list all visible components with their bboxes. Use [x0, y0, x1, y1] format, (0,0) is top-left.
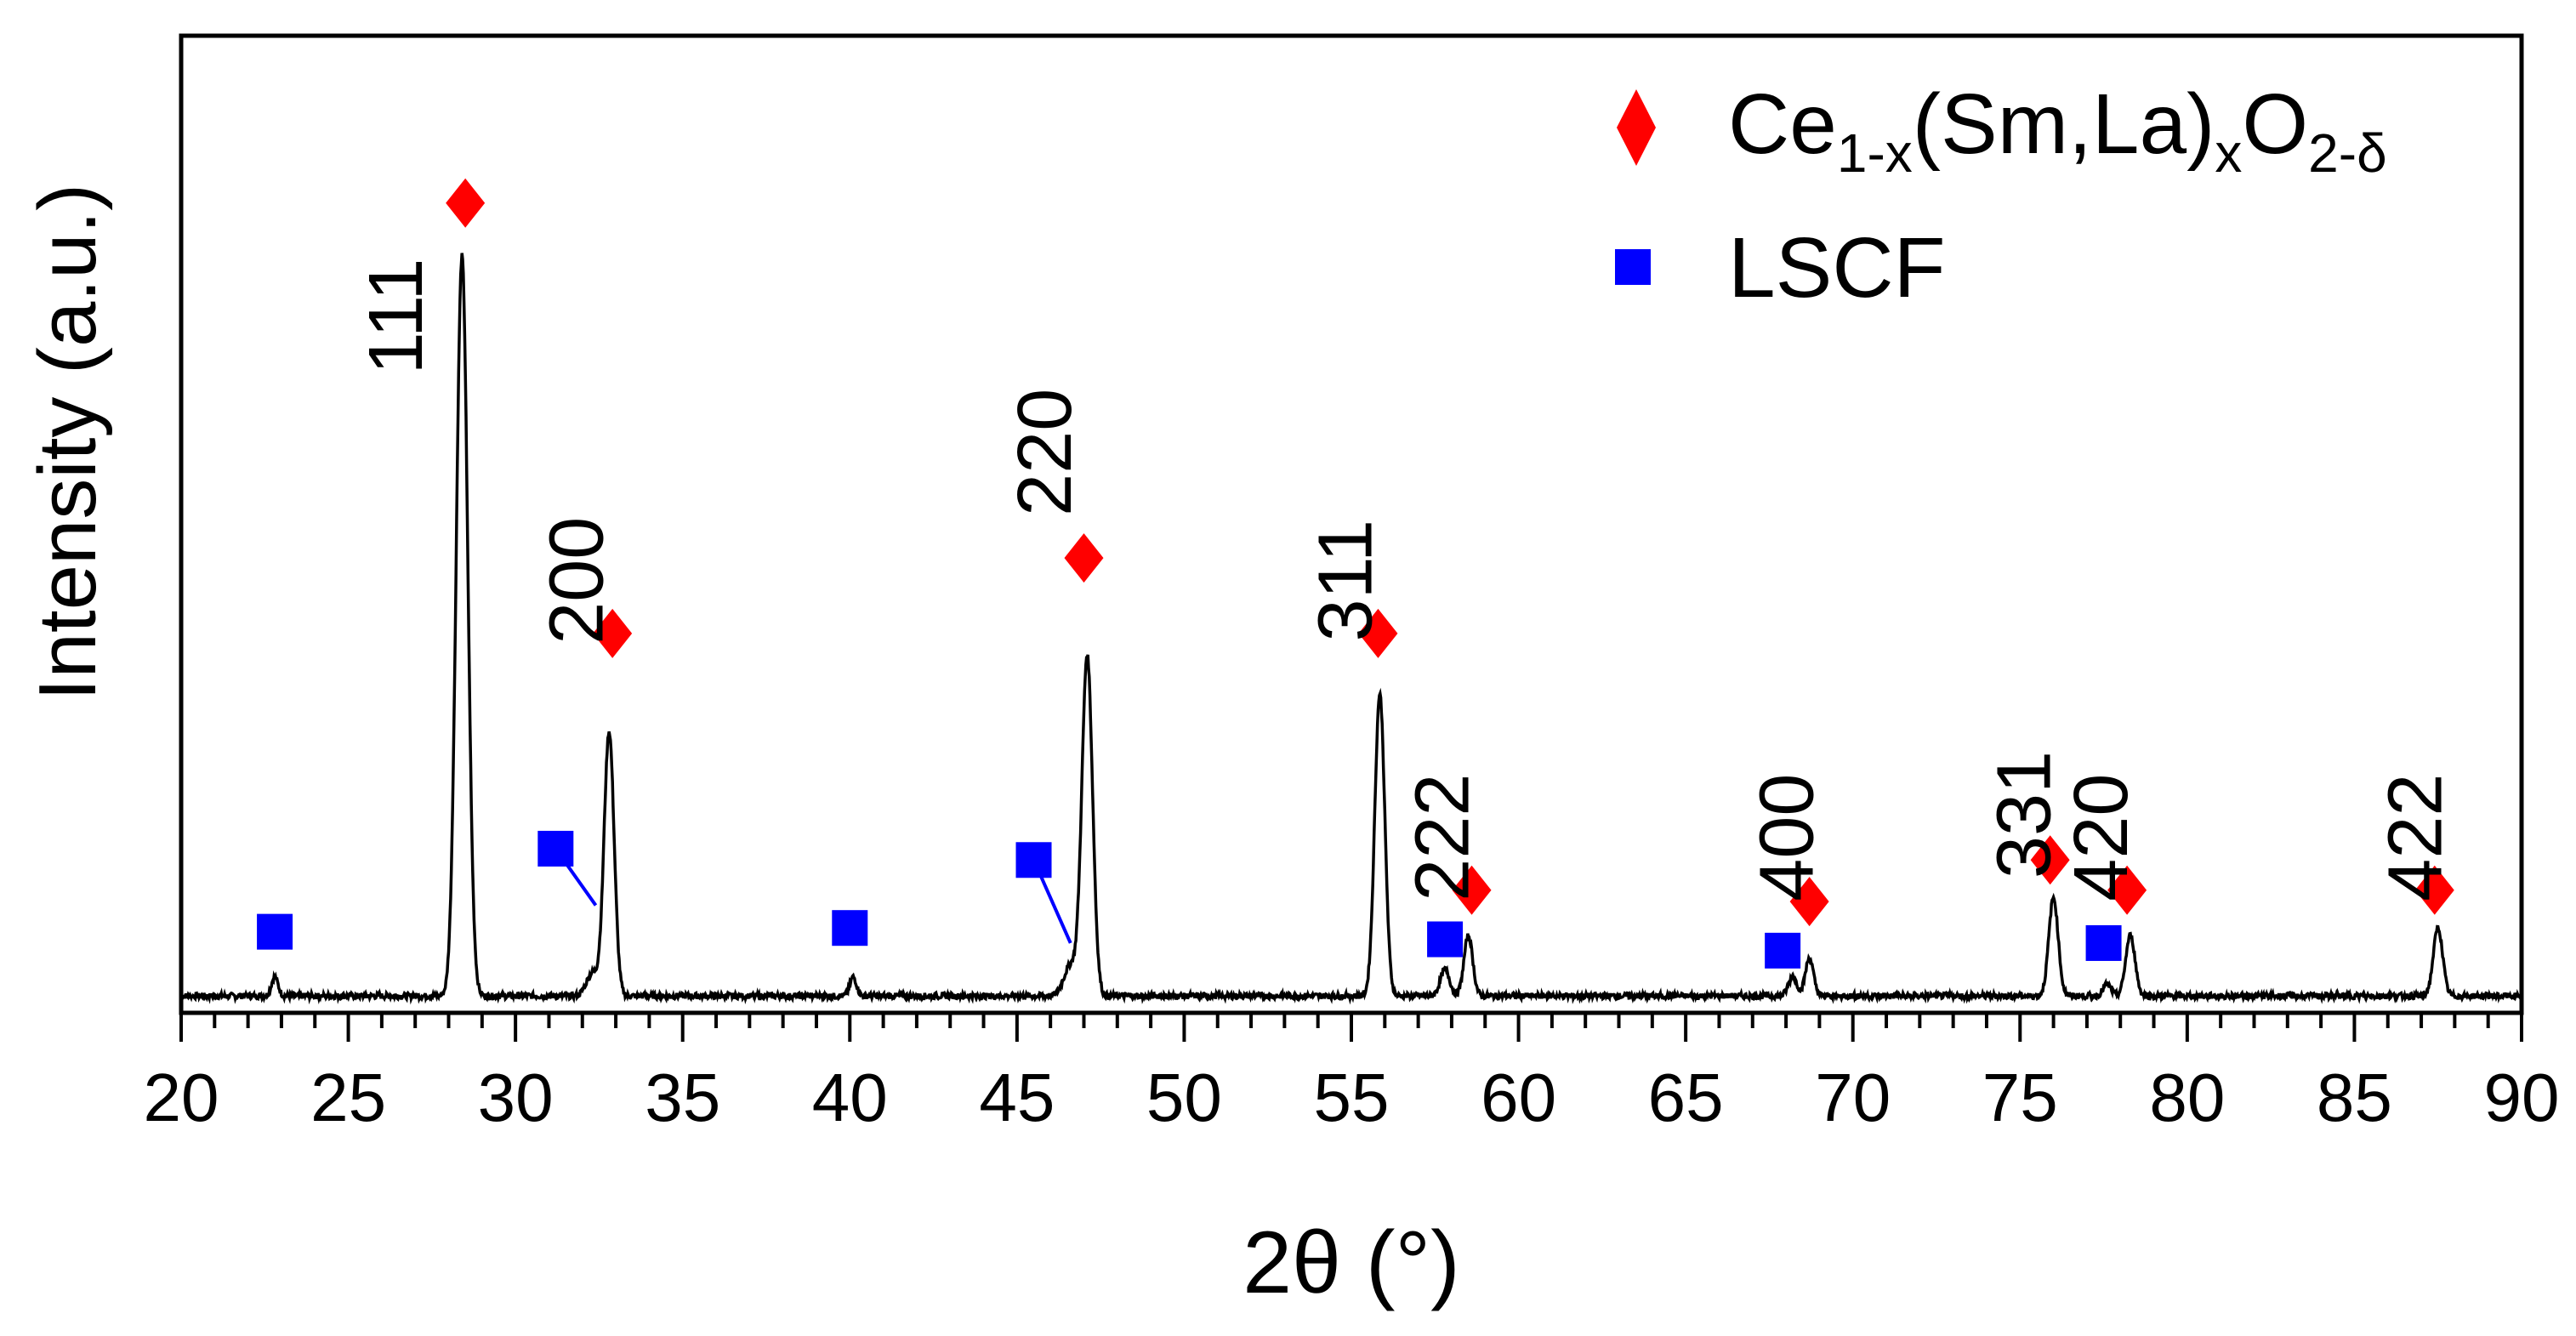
x-tick-label: 50 — [1146, 1060, 1222, 1135]
ceria-diamond-marker — [1789, 877, 1829, 927]
lscf-square-marker — [832, 910, 868, 947]
ceria-diamond-marker — [2414, 865, 2454, 915]
peak-label: 222 — [1401, 774, 1486, 901]
legend-ceria-mid2: O — [2242, 77, 2308, 172]
legend-ceria-sub1: 1-x — [1837, 122, 1913, 184]
x-axis-tick-labels: 20 25 30 35 40 45 50 55 60 65 70 75 80 85 90 — [144, 1060, 2560, 1135]
x-tick-label: 45 — [979, 1060, 1055, 1135]
x-tick-label: 35 — [645, 1060, 720, 1135]
x-tick-label: 40 — [812, 1060, 888, 1135]
peak-label: 331 — [1982, 751, 2067, 878]
ceria-diamond-marker — [593, 608, 633, 658]
series-layer — [180, 253, 2523, 1005]
peak-label: 220 — [1003, 389, 1088, 516]
legend-ceria-base: Ce — [1728, 77, 1837, 172]
ceria-diamond-marker — [1064, 533, 1104, 583]
lscf-square-marker — [2085, 924, 2122, 961]
peak-label: 420 — [2059, 774, 2144, 901]
peak-label: 422 — [2374, 774, 2459, 901]
y-axis-label: Intensity (a.u.) — [22, 184, 113, 701]
ceria-diamond-marker — [1452, 865, 1492, 915]
xrd-pattern-line — [180, 253, 2523, 1005]
x-tick-label: 90 — [2484, 1060, 2560, 1135]
lscf-square-marker — [1427, 921, 1464, 958]
ceria-diamond-marker — [2107, 865, 2147, 915]
lscf-leader-lines — [554, 847, 1072, 944]
peak-label: 400 — [1745, 774, 1830, 901]
x-tick-label: 65 — [1648, 1060, 1724, 1135]
x-tick-label: 60 — [1481, 1060, 1556, 1135]
lscf-square-marker — [1015, 842, 1052, 878]
ceria-diamond-marker — [446, 178, 486, 228]
legend-ceria-label: Ce1-x(Sm,La)xO2-δ — [1728, 77, 2387, 184]
lscf-square-marker — [537, 830, 574, 867]
x-tick-label: 55 — [1314, 1060, 1390, 1135]
legend-ceria-sub3: 2-δ — [2308, 122, 2387, 184]
x-tick-label: 30 — [478, 1060, 554, 1135]
ceria-diamond-marker — [2030, 835, 2070, 885]
x-tick-label: 25 — [310, 1060, 386, 1135]
phase-markers — [257, 178, 2454, 969]
legend-ceria-mid: (Sm,La) — [1913, 77, 2215, 172]
lscf-square-marker — [1765, 932, 1801, 969]
x-tick-label: 85 — [2317, 1060, 2392, 1135]
peak-label: 311 — [1304, 520, 1389, 641]
legend-diamond-marker — [1617, 89, 1656, 166]
ceria-diamond-marker — [1358, 608, 1398, 658]
x-tick-label: 70 — [1815, 1060, 1891, 1135]
lscf-square-marker — [257, 913, 293, 950]
legend-ceria-sub2: x — [2215, 122, 2242, 184]
x-tick-label: 80 — [2149, 1060, 2225, 1135]
legend-square-marker — [1615, 249, 1651, 285]
x-tick-label: 20 — [144, 1060, 219, 1135]
peak-label: 111 — [354, 259, 439, 375]
x-axis-ticks — [179, 1013, 2523, 1042]
legend-lscf-label: LSCF — [1728, 220, 1946, 316]
x-tick-label: 75 — [1982, 1060, 2058, 1135]
legend: Ce1-x(Sm,La)xO2-δ LSCF — [1615, 77, 2387, 316]
peak-label: 200 — [534, 517, 619, 645]
x-axis-label: 2θ (°) — [1243, 1214, 1459, 1312]
